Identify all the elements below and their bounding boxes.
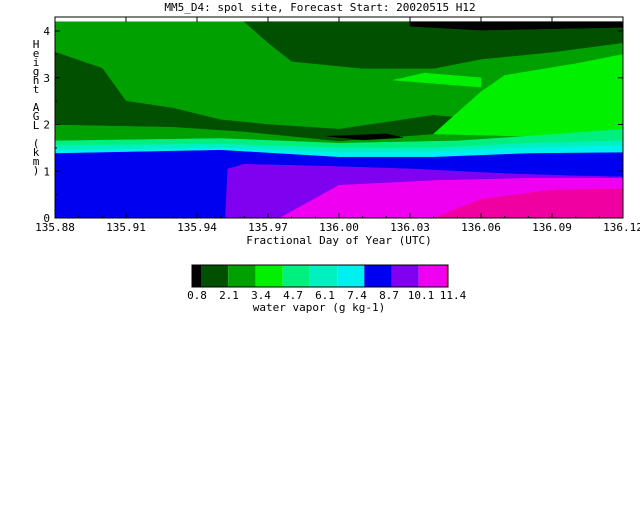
colorbar-swatch [364,265,392,287]
x-tick-label: 136.12 [603,221,640,234]
colorbar-swatch [337,265,365,287]
colorbar-tick-label: 8.7 [379,289,399,302]
colorbar-label: water vapor (g kg-1) [253,301,385,314]
contour-region-4 [55,51,459,142]
y-tick-label: 0 [43,212,50,225]
x-tick-label: 135.91 [106,221,146,234]
chart-title: MM5_D4: spol site, Forecast Start: 20020… [164,1,475,14]
y-tick-label: 1 [43,165,50,178]
colorbar: 0.8 2.1 3.4 4.7 6.1 7.4 8.7 10.1 11.4 [187,264,467,302]
x-axis-label: Fractional Day of Year (UTC) [246,234,431,247]
colorbar-tick-label: 11.4 [440,289,467,302]
colorbar-swatch [391,265,419,287]
x-tick-label: 135.88 [35,221,75,234]
y-tick-label: 2 [43,119,50,132]
colorbar-tick-label: 10.1 [408,289,435,302]
contour-region-7 [393,72,482,88]
y-tick-label: 4 [43,25,50,38]
colorbar-tick-label: 3.4 [251,289,271,302]
y-axis: 0 1 2 3 4 [43,25,623,225]
colorbar-swatch [192,265,201,287]
x-tick-label: 136.06 [461,221,501,234]
y-tick-label: 3 [43,72,50,85]
colorbar-swatch [418,265,446,287]
contour-region-3 [409,21,623,31]
colorbar-swatch [282,265,310,287]
plot-area [55,17,623,218]
colorbar-tick-label: 0.8 [187,289,207,302]
x-axis: 135.88 135.91 135.94 135.97 136.00 136.03 136.… [35,17,640,234]
colorbar-swatch [309,265,338,287]
colorbar-tick-label: 6.1 [315,289,335,302]
contour-region-14 [433,188,623,218]
colorbar-tick-label: 7.4 [347,289,367,302]
colorbar-swatch [201,265,229,287]
colorbar-swatch [255,265,283,287]
colorbar-tick-label: 4.7 [283,289,303,302]
colorbar-frame [191,264,449,288]
colorbar-swatch [446,265,448,287]
x-tick-label: 136.09 [532,221,572,234]
contour-region-2 [243,21,623,69]
x-tick-label: 135.94 [177,221,217,234]
x-tick-label: 136.00 [319,221,359,234]
contour-region-5 [327,133,403,141]
x-tick-label: 136.03 [390,221,430,234]
x-tick-label: 135.97 [248,221,288,234]
colorbar-tick-label: 2.1 [219,289,239,302]
colorbar-swatch [228,265,256,287]
